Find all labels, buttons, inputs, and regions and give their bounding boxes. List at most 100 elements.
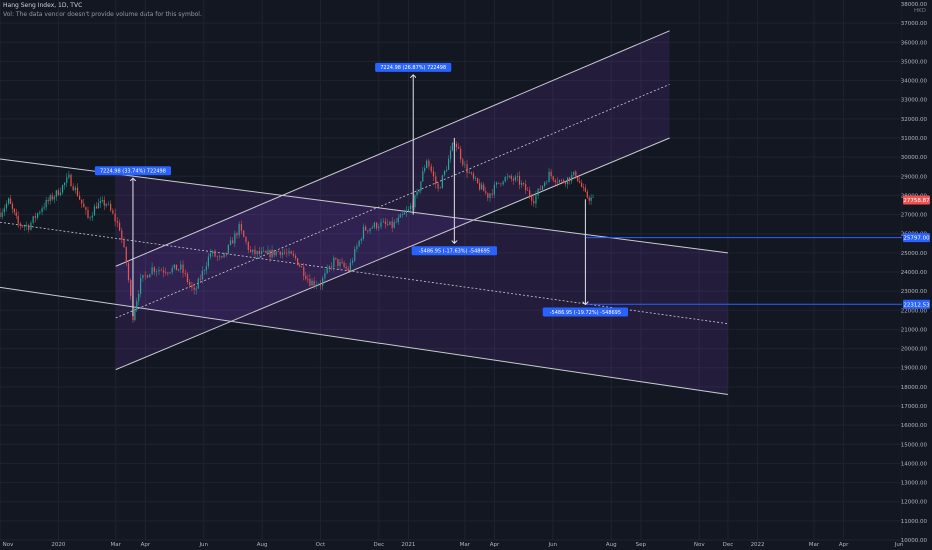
candle <box>37 213 39 218</box>
candle <box>96 206 98 209</box>
candle <box>245 237 247 242</box>
candle <box>391 221 393 228</box>
candle <box>531 196 533 201</box>
candle <box>151 267 153 275</box>
candle <box>322 278 324 286</box>
candle <box>468 172 470 174</box>
candle <box>252 249 254 252</box>
candle <box>260 251 263 254</box>
candle <box>512 178 514 181</box>
candle <box>448 158 450 170</box>
candle <box>21 225 23 227</box>
y-tick-label: 35000.00 <box>901 59 928 65</box>
candle <box>173 264 175 268</box>
candle <box>449 150 452 159</box>
candle <box>495 182 498 185</box>
candle <box>319 284 322 286</box>
candle <box>55 190 57 197</box>
candle <box>85 207 87 210</box>
candle <box>1 212 3 217</box>
candle <box>284 252 286 254</box>
candle <box>422 171 424 182</box>
candle <box>30 222 32 230</box>
candle <box>520 183 523 185</box>
candle <box>397 217 399 222</box>
chart-title: Hang Seng Index, 1D, TVC <box>3 2 83 9</box>
candle <box>590 197 592 201</box>
candle <box>216 256 218 258</box>
candle <box>265 250 267 253</box>
candle <box>418 190 420 192</box>
candle <box>426 160 428 169</box>
level-price-label: 22312.53 <box>903 302 930 308</box>
candle <box>3 208 5 213</box>
candle <box>247 241 249 251</box>
channel-median-line-ascending[interactable] <box>115 84 670 319</box>
x-tick-label: 2020 <box>51 542 65 548</box>
y-tick-label: 18000.00 <box>901 385 928 391</box>
candle <box>432 171 435 177</box>
candle <box>203 270 205 272</box>
candle <box>428 160 430 167</box>
channel-lower-line-descending[interactable] <box>0 286 728 396</box>
candle <box>189 281 191 285</box>
candle <box>337 259 339 266</box>
price-axis[interactable] <box>902 0 932 550</box>
candle <box>328 266 330 268</box>
candle <box>70 174 72 187</box>
candle <box>273 249 275 256</box>
candle <box>571 174 573 182</box>
y-tick-label: 30000.00 <box>901 155 928 161</box>
candle <box>349 262 351 272</box>
candle <box>267 250 269 253</box>
candle <box>378 226 380 229</box>
currency-label: HKD <box>914 8 926 14</box>
candle <box>234 233 236 244</box>
candle <box>384 221 387 225</box>
candle <box>195 288 197 290</box>
channel-lower-line-ascending[interactable] <box>115 137 670 371</box>
candle <box>375 222 378 229</box>
candle <box>500 183 502 185</box>
candle <box>178 269 180 271</box>
candle <box>552 176 554 181</box>
measure-label: -5486.95 (-17.63%) -548695 <box>419 249 490 255</box>
candle <box>66 177 68 183</box>
candle <box>93 206 96 216</box>
candle <box>290 251 292 254</box>
candle <box>371 227 373 229</box>
chart-subtitle: Vol: The data vendor doesn't provide vol… <box>3 11 202 18</box>
candle <box>301 266 303 268</box>
x-tick-label: Sep <box>636 542 647 548</box>
candle <box>351 260 354 263</box>
candle <box>28 225 30 230</box>
candle <box>546 182 548 183</box>
candle <box>345 266 347 269</box>
candle <box>78 195 81 200</box>
channel-median-line-descending[interactable] <box>0 221 728 325</box>
candle <box>214 251 216 257</box>
candle <box>305 276 307 279</box>
candle <box>567 177 569 185</box>
candle <box>535 195 537 204</box>
candle <box>558 180 561 183</box>
candle <box>227 244 229 254</box>
candle <box>527 190 529 191</box>
candle <box>269 250 271 258</box>
candle <box>560 180 563 181</box>
candle <box>103 199 105 206</box>
candle <box>5 203 8 209</box>
channel-upper-line-ascending[interactable] <box>115 30 670 267</box>
candle <box>441 175 443 188</box>
candle <box>223 252 225 258</box>
candle <box>105 203 107 206</box>
candle <box>219 256 221 257</box>
candle <box>311 280 313 286</box>
candle <box>134 309 136 321</box>
candle <box>556 182 558 183</box>
candle <box>365 226 367 231</box>
candle <box>485 191 487 193</box>
candle <box>416 191 418 196</box>
candle <box>491 193 493 195</box>
